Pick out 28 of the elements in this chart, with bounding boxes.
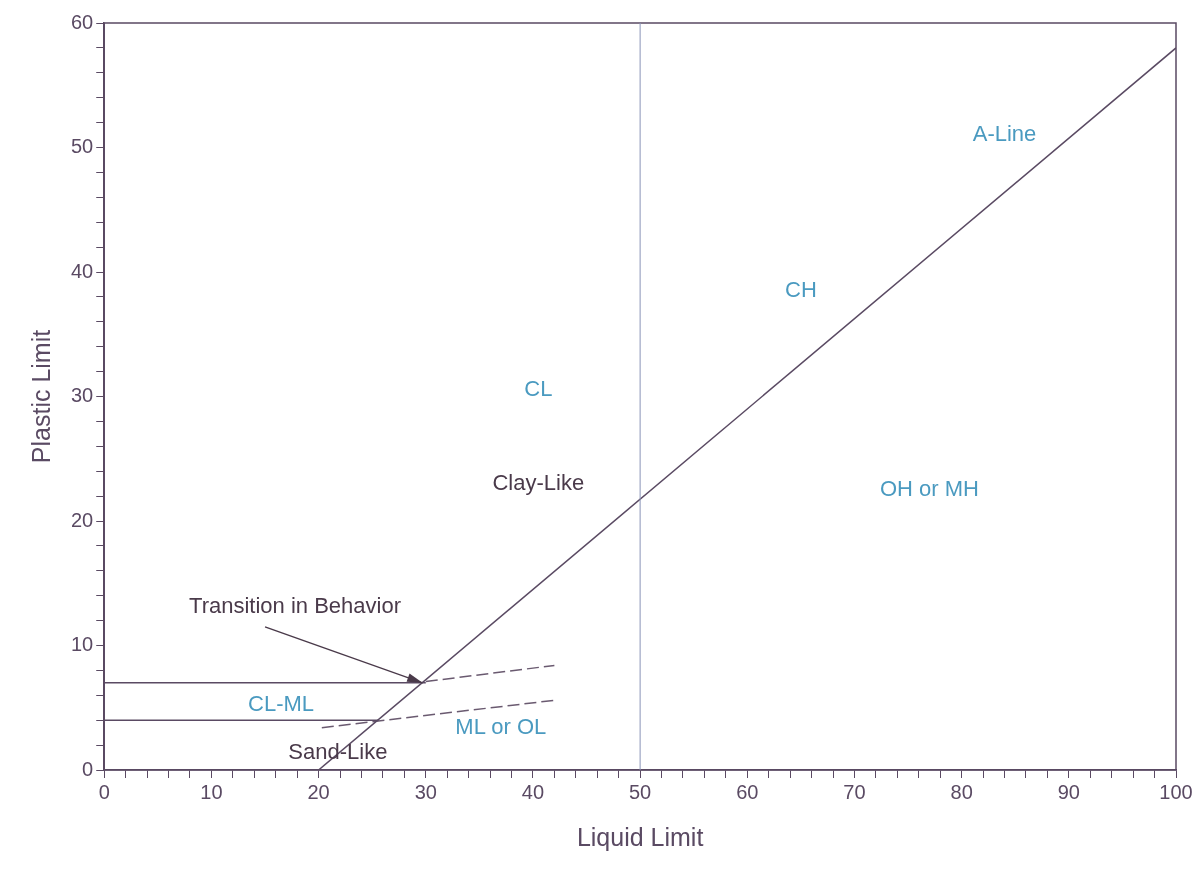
y-tick-label: 40 <box>71 259 94 282</box>
annotation: Clay-Like <box>492 469 585 495</box>
x-tick-label: 80 <box>950 780 973 803</box>
y-tick-label: 0 <box>82 757 94 780</box>
x-tick-label: 50 <box>629 780 652 803</box>
annotation: A-Line <box>972 121 1037 147</box>
y-tick-label: 60 <box>71 10 94 33</box>
x-tick-label: 0 <box>98 780 110 803</box>
x-tick-label: 90 <box>1057 780 1080 803</box>
x-tick-label: 100 <box>1159 780 1193 803</box>
y-axis-title: Plastic Limit <box>26 329 55 464</box>
x-tick-label: 20 <box>307 780 330 803</box>
annotation: CH <box>785 276 817 302</box>
x-tick-label: 10 <box>200 780 223 803</box>
annotation: ML or OL <box>455 713 547 739</box>
y-tick-label: 30 <box>71 384 94 407</box>
y-tick-label: 20 <box>71 508 94 531</box>
x-tick-label: 30 <box>414 780 437 803</box>
x-tick-label: 40 <box>521 780 545 803</box>
y-tick-label: 10 <box>71 633 94 656</box>
y-tick-label: 50 <box>71 135 94 158</box>
annotation: Transition in Behavior <box>189 592 401 618</box>
x-axis-title: Liquid Limit <box>576 822 704 851</box>
x-tick-label: 60 <box>736 780 759 803</box>
annotation: CL-ML <box>248 691 315 717</box>
annotation: CL <box>524 376 553 402</box>
annotation: OH or MH <box>880 475 979 501</box>
x-tick-label: 70 <box>843 780 866 803</box>
